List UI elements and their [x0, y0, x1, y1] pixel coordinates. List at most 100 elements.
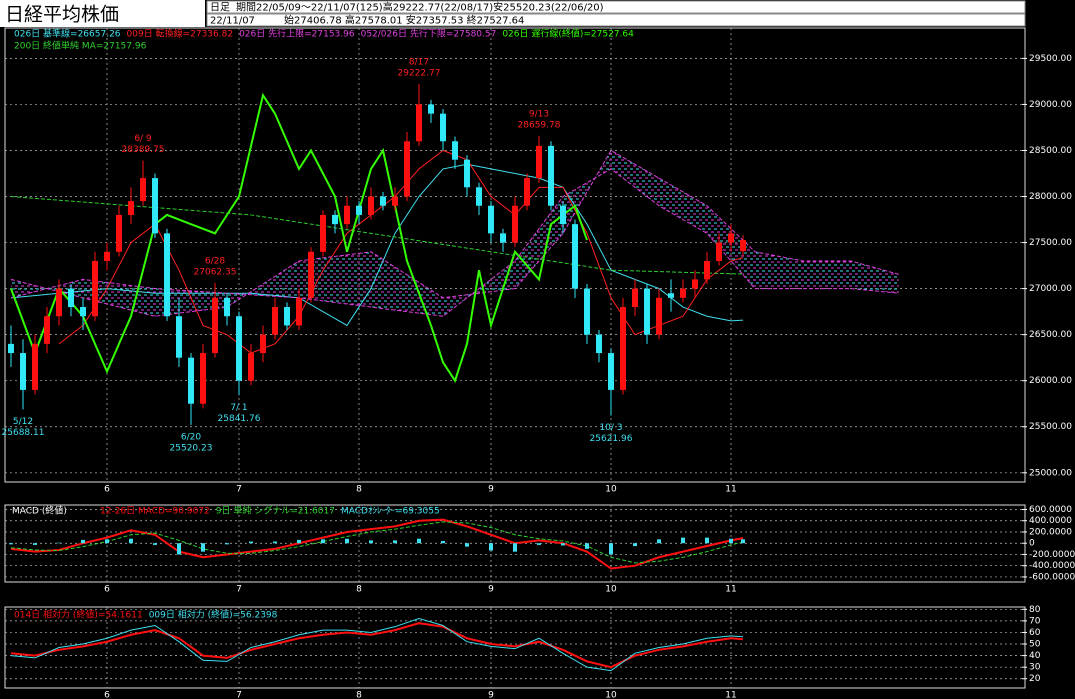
- y-tick-label: 70: [1029, 616, 1041, 626]
- candle-body: [428, 104, 434, 114]
- legend-entry: 009日 転換線=27336.82: [127, 28, 234, 40]
- candle-body: [140, 178, 146, 202]
- y-tick-label: 50: [1029, 640, 1041, 650]
- series-line: [10, 518, 744, 570]
- histogram-bar: [273, 541, 277, 544]
- candle-body: [632, 288, 638, 308]
- annotation-value: 25841.76: [218, 414, 261, 424]
- y-tick-label: 29000.00: [1029, 100, 1072, 110]
- histogram-bar: [561, 543, 565, 546]
- histogram-bar: [369, 540, 373, 544]
- legend-entry: MACDｵｼﾚｰﾀｰ=69.3055: [341, 506, 440, 517]
- y-tick-label: 28000.00: [1029, 192, 1072, 202]
- legend-entry: 052/026日 先行下限=27580.57: [361, 28, 497, 40]
- y-tick-label: 27000.00: [1029, 284, 1072, 294]
- x-tick-label: 10: [605, 485, 617, 495]
- candle-body: [500, 233, 506, 243]
- y-tick-label: 27500.00: [1029, 238, 1072, 248]
- candle-body: [344, 205, 350, 225]
- x-tick-label: 7: [236, 485, 242, 495]
- histogram-bar: [105, 539, 109, 544]
- candle-body: [56, 288, 62, 317]
- histogram-bar: [741, 539, 745, 544]
- candle-body: [536, 145, 542, 179]
- histogram-bar: [177, 543, 181, 555]
- annotation-value: 25688.11: [2, 428, 45, 438]
- candle-body: [44, 316, 50, 344]
- candle-body: [440, 113, 446, 142]
- candle-body: [80, 307, 86, 317]
- histogram-bar: [705, 537, 709, 544]
- annotation-value: 25520.23: [170, 443, 213, 453]
- candle-body: [320, 214, 326, 252]
- y-tick-label: 60: [1029, 628, 1041, 638]
- candle-body: [524, 178, 530, 206]
- candle-body: [332, 214, 338, 225]
- annotation-value: 25621.96: [590, 434, 633, 444]
- annotation-date: 6/20: [181, 432, 201, 442]
- annotation-date: 10/ 3: [599, 423, 622, 433]
- candle-body: [200, 353, 206, 404]
- candle-body: [296, 297, 302, 326]
- candle-body: [476, 187, 482, 206]
- y-tick-label: 20: [1029, 674, 1041, 684]
- annotation-value: 28389.75: [122, 145, 165, 155]
- candle-body: [380, 196, 386, 206]
- x-tick-label: 8: [356, 691, 362, 699]
- histogram-bar: [201, 543, 205, 552]
- info-row: [206, 13, 1026, 27]
- panel-frame: [4, 27, 1026, 483]
- candle-body: [224, 297, 230, 317]
- panel-frame: [4, 606, 1026, 689]
- candle-body: [704, 260, 710, 280]
- histogram-bar: [345, 538, 349, 544]
- y-tick-label: 26500.00: [1029, 330, 1072, 340]
- x-tick-label: 9: [488, 691, 494, 699]
- legend-entry: 200日 終値単純 MA=27157.96: [14, 40, 147, 52]
- x-tick-label: 10: [605, 585, 617, 595]
- candle-body: [404, 141, 410, 197]
- series-line: [10, 92, 588, 383]
- x-tick-label: 9: [488, 485, 494, 495]
- series-line: [10, 149, 900, 317]
- candle-body: [488, 205, 494, 234]
- cloud: [11, 150, 899, 317]
- candle-body: [8, 343, 14, 354]
- candle-body: [668, 293, 674, 298]
- histogram-bar: [489, 543, 493, 551]
- histogram-bar: [297, 539, 301, 544]
- annotation-date: 7/ 1: [230, 403, 247, 413]
- annotation-value: 27062.35: [194, 267, 237, 277]
- annotation-value: 28659.78: [518, 120, 561, 130]
- y-tick-label: -400.0000: [1029, 561, 1075, 571]
- x-tick-label: 9: [488, 585, 494, 595]
- x-tick-label: 6: [104, 585, 110, 595]
- candle-body: [104, 251, 110, 261]
- period-label: 日足: [210, 2, 230, 14]
- legend-entry: 026日 基準線=26657.26: [14, 28, 121, 40]
- candle-body: [740, 240, 746, 252]
- candle-body: [464, 159, 470, 188]
- x-tick-label: 7: [236, 691, 242, 699]
- x-tick-label: 6: [104, 691, 110, 699]
- y-tick-label: 30: [1029, 663, 1041, 673]
- histogram-bar: [609, 543, 613, 555]
- candle-body: [284, 307, 290, 326]
- x-tick-label: 10: [605, 691, 617, 699]
- annotation-date: 6/ 9: [134, 134, 152, 144]
- x-tick-label: 11: [725, 691, 736, 699]
- candle-body: [596, 334, 602, 354]
- annotation-date: 8/17: [409, 57, 429, 67]
- candle-body: [152, 178, 158, 234]
- histogram-bar: [417, 538, 421, 544]
- series-line: [10, 168, 900, 317]
- candle-body: [272, 307, 278, 335]
- candle-body: [548, 145, 554, 206]
- candle-body: [656, 297, 662, 335]
- histogram-bar: [537, 543, 541, 545]
- x-tick-label: 8: [356, 485, 362, 495]
- annotation-date: 9/13: [529, 109, 549, 119]
- histogram-bar: [633, 543, 637, 547]
- y-tick-label: 200.0000: [1029, 527, 1072, 537]
